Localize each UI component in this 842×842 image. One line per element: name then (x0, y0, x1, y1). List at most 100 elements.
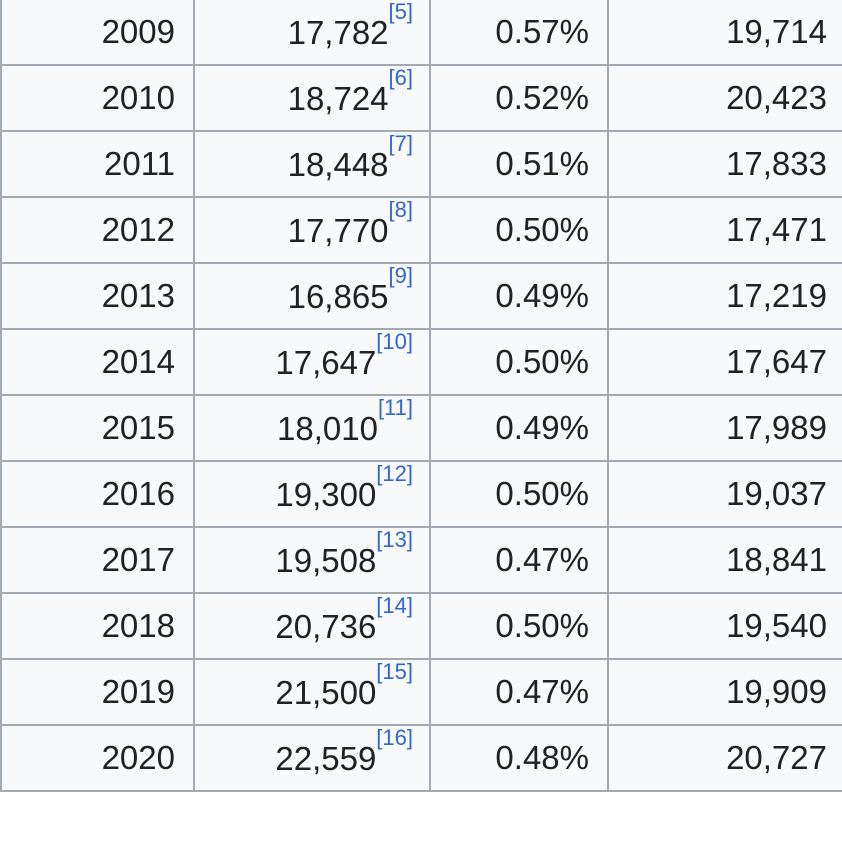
value-cell: 18,724[6] (193, 64, 431, 132)
year-text: 2012 (101, 211, 175, 248)
year-cell: 2014 (0, 328, 195, 396)
citation-link[interactable]: [9] (388, 263, 413, 288)
table-row: 2009 17,782[5] 0.57% 19,714 (0, 0, 842, 66)
percent-text: 0.51% (495, 145, 589, 182)
value-text: 18,724 (287, 80, 389, 117)
adjusted-value-cell: 17,647 (607, 328, 842, 396)
value-cell: 18,448[7] (193, 130, 431, 198)
percent-text: 0.49% (495, 277, 589, 314)
year-text: 2017 (101, 541, 175, 578)
percent-text: 0.50% (495, 343, 589, 380)
adjusted-value-text: 19,037 (726, 475, 827, 512)
percent-cell: 0.50% (429, 328, 609, 396)
year-cell: 2011 (0, 130, 195, 198)
percent-text: 0.50% (495, 211, 589, 248)
table-row: 2010 18,724[6] 0.52% 20,423 (0, 64, 842, 132)
year-cell: 2018 (0, 592, 195, 660)
year-cell: 2015 (0, 394, 195, 462)
year-text: 2019 (101, 673, 175, 710)
adjusted-value-cell: 17,989 (607, 394, 842, 462)
citation-link[interactable]: [10] (376, 329, 413, 354)
year-cell: 2012 (0, 196, 195, 264)
percent-cell: 0.57% (429, 0, 609, 66)
table-row: 2016 19,300[12] 0.50% 19,037 (0, 460, 842, 528)
citation-link[interactable]: [5] (388, 0, 413, 24)
percent-text: 0.49% (495, 409, 589, 446)
percent-text: 0.57% (495, 13, 589, 50)
percent-cell: 0.47% (429, 526, 609, 594)
adjusted-value-text: 19,714 (726, 13, 827, 50)
adjusted-value-cell: 19,037 (607, 460, 842, 528)
percent-text: 0.50% (495, 475, 589, 512)
value-text: 18,448 (287, 146, 389, 183)
year-cell: 2020 (0, 724, 195, 792)
citation-link[interactable]: [7] (388, 131, 413, 156)
adjusted-value-text: 17,833 (726, 145, 827, 182)
adjusted-value-text: 18,841 (726, 541, 827, 578)
percent-text: 0.47% (495, 673, 589, 710)
value-text: 19,300 (275, 476, 377, 513)
table-row: 2012 17,770[8] 0.50% 17,471 (0, 196, 842, 264)
value-text: 19,508 (275, 542, 377, 579)
adjusted-value-cell: 19,714 (607, 0, 842, 66)
percent-cell: 0.50% (429, 460, 609, 528)
citation-link[interactable]: [12] (376, 461, 413, 486)
table-row: 2014 17,647[10] 0.50% 17,647 (0, 328, 842, 396)
table-row: 2013 16,865[9] 0.49% 17,219 (0, 262, 842, 330)
year-cell: 2017 (0, 526, 195, 594)
citation-link[interactable]: [8] (388, 197, 413, 222)
citation-link[interactable]: [13] (376, 527, 413, 552)
percent-text: 0.48% (495, 739, 589, 776)
value-cell: 16,865[9] (193, 262, 431, 330)
year-text: 2020 (101, 739, 175, 776)
value-text: 17,770 (287, 212, 389, 249)
citation-link[interactable]: [11] (377, 395, 413, 420)
year-cell: 2010 (0, 64, 195, 132)
value-cell: 20,736[14] (193, 592, 431, 660)
year-text: 2015 (101, 409, 175, 446)
adjusted-value-text: 17,989 (726, 409, 827, 446)
value-cell: 17,647[10] (193, 328, 431, 396)
value-text: 18,010 (277, 410, 378, 447)
table-row: 2019 21,500[15] 0.47% 19,909 (0, 658, 842, 726)
value-cell: 18,010[11] (193, 394, 431, 462)
adjusted-value-text: 19,540 (726, 607, 827, 644)
adjusted-value-text: 20,727 (726, 739, 827, 776)
percent-cell: 0.49% (429, 262, 609, 330)
year-cell: 2019 (0, 658, 195, 726)
year-text: 2016 (101, 475, 175, 512)
percent-text: 0.47% (495, 541, 589, 578)
table-row: 2020 22,559[16] 0.48% 20,727 (0, 724, 842, 792)
table-row: 2018 20,736[14] 0.50% 19,540 (0, 592, 842, 660)
value-cell: 19,508[13] (193, 526, 431, 594)
adjusted-value-text: 17,219 (726, 277, 827, 314)
citation-link[interactable]: [6] (388, 65, 413, 90)
year-text: 2018 (101, 607, 175, 644)
value-text: 21,500 (275, 674, 377, 711)
adjusted-value-cell: 20,423 (607, 64, 842, 132)
adjusted-value-cell: 19,540 (607, 592, 842, 660)
year-text: 2011 (104, 145, 175, 182)
citation-link[interactable]: [14] (376, 593, 413, 618)
value-cell: 17,770[8] (193, 196, 431, 264)
year-cell: 2009 (0, 0, 195, 66)
value-text: 20,736 (275, 608, 377, 645)
percent-text: 0.52% (495, 79, 589, 116)
adjusted-value-text: 19,909 (726, 673, 827, 710)
citation-link[interactable]: [15] (376, 659, 413, 684)
value-cell: 21,500[15] (193, 658, 431, 726)
percent-cell: 0.47% (429, 658, 609, 726)
value-text: 17,782 (287, 14, 389, 51)
percent-cell: 0.49% (429, 394, 609, 462)
adjusted-value-cell: 17,471 (607, 196, 842, 264)
adjusted-value-cell: 19,909 (607, 658, 842, 726)
table-row: 2015 18,010[11] 0.49% 17,989 (0, 394, 842, 462)
adjusted-value-text: 17,471 (726, 211, 827, 248)
citation-link[interactable]: [16] (376, 725, 413, 750)
value-text: 16,865 (287, 278, 389, 315)
percent-cell: 0.51% (429, 130, 609, 198)
year-text: 2009 (101, 13, 175, 50)
year-cell: 2013 (0, 262, 195, 330)
adjusted-value-cell: 17,219 (607, 262, 842, 330)
year-text: 2010 (101, 79, 175, 116)
